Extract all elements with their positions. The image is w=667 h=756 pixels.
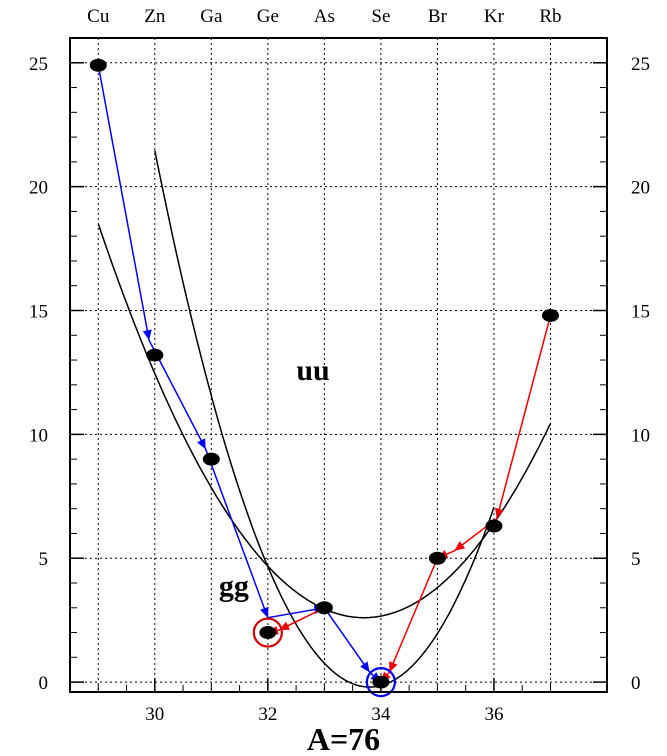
y-tick-label-right: 0 — [631, 673, 641, 694]
x-axis-title: A=76 — [307, 721, 380, 756]
data-point — [372, 675, 390, 689]
y-tick-label-right: 25 — [631, 54, 650, 75]
y-tick-label-right: 5 — [631, 549, 641, 570]
series-arrowhead — [360, 661, 370, 673]
grid — [70, 38, 607, 692]
series-line — [380, 315, 552, 683]
data-points — [89, 58, 559, 689]
y-tick-label-left: 20 — [29, 178, 48, 199]
series-arrowhead — [454, 541, 466, 551]
y-tick-label-right: 20 — [631, 178, 650, 199]
element-label-ge: Ge — [257, 6, 279, 27]
y-tick-label-right: 15 — [631, 302, 650, 323]
element-label-kr: Kr — [484, 6, 505, 27]
y-tick-label-left: 5 — [39, 549, 49, 570]
element-label-br: Br — [428, 6, 448, 27]
data-point — [428, 551, 446, 565]
annotation-gg: gg — [219, 569, 249, 602]
element-label-cu: Cu — [87, 6, 110, 27]
y-tick-label-left: 0 — [39, 673, 49, 694]
element-label-as: As — [314, 6, 335, 27]
x-tick-label: 32 — [258, 704, 277, 725]
data-point — [541, 308, 559, 322]
highlight-circle — [252, 617, 283, 648]
minor-ticks — [70, 37, 607, 692]
annotation-uu: uu — [296, 354, 329, 387]
data-point — [485, 519, 503, 533]
series-arrowhead — [197, 438, 206, 450]
highlight-circles — [252, 617, 396, 698]
element-label-rb: Rb — [539, 6, 561, 27]
series-arrowhead — [495, 507, 504, 519]
data-point — [89, 58, 107, 72]
element-label-se: Se — [371, 6, 390, 27]
plot-frame — [69, 37, 608, 693]
series-arrowhead — [260, 606, 269, 618]
series-arrowhead — [389, 661, 398, 673]
x-tick-label: 34 — [371, 704, 391, 725]
y-tick-label-left: 15 — [29, 302, 48, 323]
data-point — [146, 348, 164, 362]
y-tick-label-right: 10 — [631, 425, 650, 446]
highlight-circle — [365, 666, 396, 698]
x-tick-label: 30 — [145, 704, 164, 725]
data-point — [315, 601, 333, 615]
x-tick-label: 36 — [484, 704, 503, 725]
element-label-ga: Ga — [200, 6, 223, 27]
series-arrowhead — [142, 329, 152, 341]
element-label-zn: Zn — [144, 6, 166, 27]
parabola-gg — [154, 150, 495, 688]
data-point — [259, 626, 277, 640]
y-tick-label-left: 10 — [29, 425, 48, 446]
axis-labels: 0 0 5 5 10 10 15 15 20 20 25 25 Cu Zn Ga Ge As Se Br Kr Rb 30… — [29, 6, 650, 725]
y-tick-label-left: 25 — [29, 54, 48, 75]
data-point — [202, 452, 220, 466]
